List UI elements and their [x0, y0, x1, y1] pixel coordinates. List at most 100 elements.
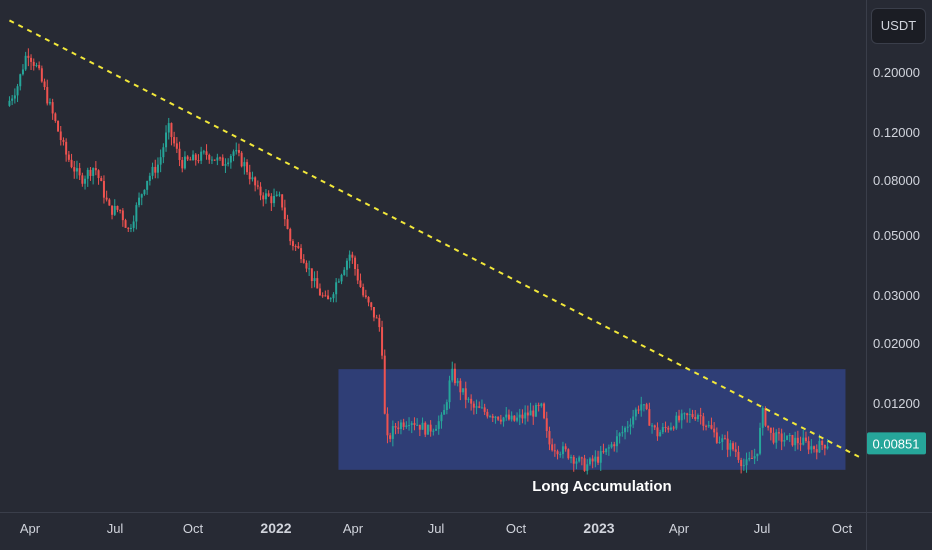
candle-down: [310, 268, 313, 289]
candle-down: [170, 122, 173, 146]
candle-down: [108, 198, 111, 206]
candle-body: [524, 412, 527, 419]
candle-up: [337, 278, 340, 283]
candle-down: [537, 402, 540, 412]
candle-up: [165, 125, 168, 152]
candle-body: [761, 408, 764, 428]
candle-up: [264, 189, 267, 204]
candle-down: [54, 112, 57, 123]
candle-down: [51, 98, 54, 120]
candle-body: [613, 444, 616, 447]
candle-up: [408, 417, 411, 431]
candle-body: [453, 368, 456, 384]
candle-body: [305, 262, 308, 269]
candle-body: [410, 423, 413, 425]
candle-down: [43, 78, 46, 90]
candle-body: [270, 196, 273, 204]
candle-up: [132, 215, 135, 232]
candle-down: [213, 159, 216, 161]
candle-body: [605, 448, 608, 453]
candle-body: [259, 186, 262, 196]
candle-body: [424, 422, 427, 435]
candle-body: [583, 458, 586, 471]
candle-up: [707, 420, 710, 428]
candle-down: [597, 450, 600, 466]
candle-down: [197, 154, 200, 164]
candle-down: [354, 255, 357, 276]
candle-body: [826, 446, 829, 449]
candle-down: [316, 270, 319, 289]
candle-up: [156, 157, 159, 179]
candle-body: [364, 295, 367, 297]
candle-down: [553, 443, 556, 457]
currency-selector-button[interactable]: USDT: [871, 8, 926, 44]
candle-down: [294, 244, 297, 252]
candle-body: [143, 189, 146, 195]
candle-body: [240, 152, 243, 167]
candle-down: [237, 143, 240, 157]
candle-body: [35, 65, 38, 67]
candle-down: [291, 239, 294, 251]
candle-body: [626, 426, 629, 428]
candle-body: [154, 166, 157, 173]
candle-body: [486, 411, 489, 417]
candle-body: [767, 425, 770, 428]
candle-body: [796, 437, 799, 444]
candle-down: [240, 151, 243, 168]
candle-body: [16, 86, 19, 96]
candle-up: [135, 202, 138, 230]
candle-body: [138, 197, 141, 206]
candle-up: [92, 167, 95, 185]
candle-body: [84, 178, 87, 184]
candle-body: [181, 159, 184, 169]
candle-down: [32, 58, 35, 71]
candle-body: [786, 435, 789, 441]
candle-down: [381, 320, 384, 360]
candle-down: [154, 159, 157, 179]
candle-down: [780, 428, 783, 451]
candle-down: [726, 431, 729, 458]
candle-body: [108, 199, 111, 206]
candle-body: [359, 280, 362, 287]
candle-body: [821, 440, 824, 446]
candle-down: [383, 349, 386, 415]
candle-body: [348, 254, 351, 261]
candle-body: [656, 427, 659, 437]
candle-down: [694, 410, 697, 421]
candle-body: [532, 410, 535, 417]
candle-down: [367, 296, 370, 307]
candle-down: [737, 445, 740, 463]
candle-up: [210, 156, 213, 165]
candle-body: [59, 131, 62, 141]
candle-body: [151, 166, 154, 176]
candle-body: [418, 424, 421, 430]
candle-body: [397, 427, 400, 429]
candle-down: [105, 190, 108, 202]
candle-body: [192, 154, 195, 161]
candle-down: [521, 409, 524, 424]
candle-body: [610, 444, 613, 448]
candle-up: [313, 271, 316, 288]
candle-down: [532, 405, 535, 425]
candle-body: [715, 432, 718, 443]
candle-body: [553, 450, 556, 452]
candle-body: [621, 432, 624, 434]
candle-down: [483, 403, 486, 416]
candle-body: [599, 451, 602, 463]
candle-body: [443, 410, 446, 415]
candle-down: [418, 424, 421, 437]
candle-body: [540, 403, 543, 406]
candle-body: [8, 100, 11, 106]
candle-up: [729, 440, 732, 457]
candle-up: [146, 180, 149, 195]
candle-body: [111, 205, 114, 215]
candle-up: [632, 409, 635, 429]
candle-body: [686, 413, 689, 416]
candle-body: [499, 419, 502, 422]
candle-down: [472, 401, 475, 415]
candle-body: [291, 241, 294, 247]
candle-body: [216, 157, 219, 161]
candle-body: [653, 425, 656, 428]
candle-down: [175, 137, 178, 153]
